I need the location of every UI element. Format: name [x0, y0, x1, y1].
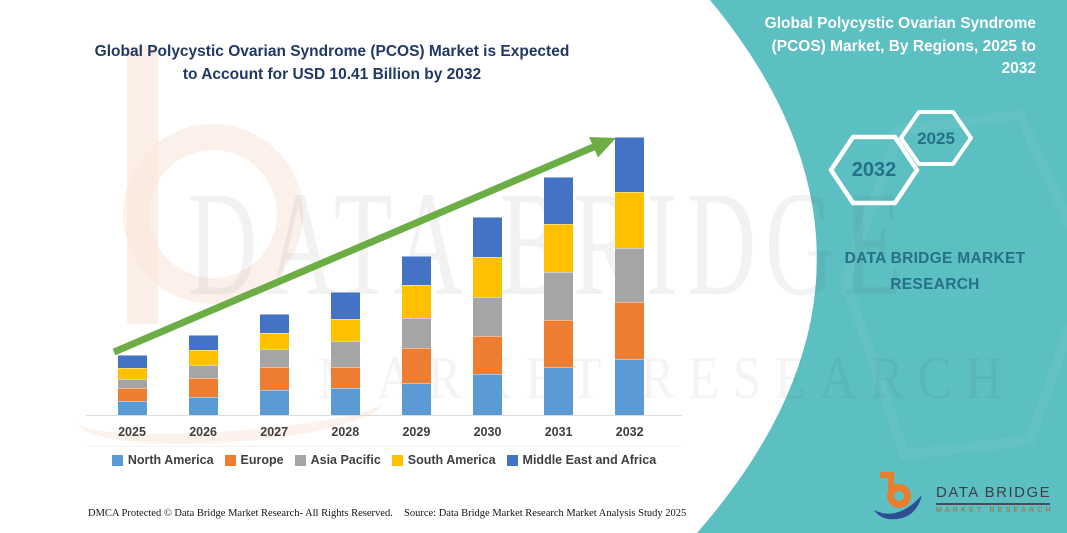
brand-wordmark-line1: DATA BRIDGE MARKET [844, 250, 1026, 267]
bar-segment-2025-north-america [117, 401, 147, 415]
bar-segment-2032-north-america [615, 358, 645, 415]
x-axis-label-2029: 2029 [402, 425, 431, 439]
logo-tagline: MARKET RESEARCH [936, 506, 1054, 514]
bar-segment-2031-asia-pacific [544, 271, 574, 320]
bar-segment-2027-asia-pacific [259, 349, 289, 367]
logo-text: DATA BRIDGE MARKET RESEARCH [936, 472, 1054, 514]
bar-segment-2028-north-america [330, 388, 360, 415]
chart-title-line1: Global Polycystic Ovarian Syndrome (PCOS… [94, 43, 570, 60]
company-logo: DATA BRIDGE MARKET RESEARCH [874, 464, 1054, 522]
legend-item-asia-pacific: Asia Pacific [294, 453, 381, 467]
legend-swatch-south-america [391, 454, 403, 466]
faint-hexagon-watermark [839, 109, 1067, 461]
bar-segment-2026-asia-pacific [188, 364, 218, 378]
right-panel-title: Global Polycystic Ovarian Syndrome (PCOS… [742, 13, 1036, 81]
brand-wordmark: DATA BRIDGE MARKET RESEARCH [828, 246, 1042, 298]
x-axis-label-2027: 2027 [260, 425, 289, 439]
legend-label-europe: Europe [240, 453, 284, 467]
bar-segment-2025-middle-east-and-africa [117, 354, 147, 368]
legend-label-south-america: South America [407, 453, 496, 467]
bar-segment-2031-europe [544, 319, 574, 367]
data-bridge-logo-icon [874, 472, 922, 520]
bar-segment-2028-europe [330, 366, 360, 389]
bar-segment-2028-south-america [330, 319, 360, 342]
bar-segment-2031-south-america [544, 224, 574, 272]
bar-segment-2032-middle-east-and-africa [615, 137, 645, 193]
bar-segment-2029-europe [401, 347, 431, 383]
legend-item-europe: Europe [224, 453, 284, 467]
bar-segment-2029-middle-east-and-africa [401, 256, 431, 285]
right-panel-title-line2: (PCOS) Market, By Regions, 2025 to [771, 37, 1036, 55]
x-axis-label-2032: 2032 [615, 425, 644, 439]
bar-segment-2031-middle-east-and-africa [544, 177, 574, 225]
right-panel-title-line3: 2032 [1001, 60, 1036, 77]
bar-segment-2029-north-america [401, 382, 431, 415]
source-notice: Source: Data Bridge Market Research Mark… [404, 508, 687, 519]
bar-segment-2027-middle-east-and-africa [259, 314, 289, 334]
bar-segment-2025-south-america [117, 367, 147, 379]
bar-segment-2030-middle-east-and-africa [473, 217, 502, 258]
right-panel-title-line1: Global Polycystic Ovarian Syndrome [764, 15, 1036, 32]
legend-item-middle-east-and-africa: Middle East and Africa [506, 453, 657, 467]
x-axis-label-2031: 2031 [544, 425, 573, 439]
bar-segment-2029-south-america [401, 284, 431, 319]
watermark-market-research: MARKET RESEARCH [318, 345, 1016, 411]
bar-segment-2029-asia-pacific [401, 318, 431, 348]
logo-name: DATA BRIDGE [936, 484, 1052, 502]
hexagon-2032 [828, 134, 920, 206]
bar-segment-2027-north-america [259, 389, 289, 415]
hexagon-2025-label: 2025 [917, 129, 955, 148]
logo-rule [936, 503, 1050, 505]
x-axis-secondary-line [86, 446, 682, 447]
brand-wordmark-line2: RESEARCH [890, 276, 980, 293]
chart-legend: North America Europe Asia Pacific South Ame… [86, 453, 682, 467]
legend-item-north-america: North America [111, 453, 214, 467]
hexagon-2025 [899, 110, 973, 166]
bar-segment-2027-europe [259, 366, 289, 390]
bar-segment-2025-europe [117, 388, 147, 402]
bar-segment-2030-europe [473, 336, 502, 375]
x-axis-line [86, 415, 682, 416]
bar-segment-2026-south-america [188, 350, 218, 365]
x-axis-label-2025: 2025 [118, 425, 146, 439]
bar-segment-2028-middle-east-and-africa [330, 292, 360, 320]
legend-swatch-europe [224, 454, 236, 466]
legend-item-south-america: South America [391, 453, 496, 467]
chart-title: Global Polycystic Ovarian Syndrome (PCOS… [82, 40, 582, 86]
x-axis-label-2030: 2030 [473, 425, 502, 439]
legend-label-middle-east-and-africa: Middle East and Africa [522, 453, 657, 467]
legend-swatch-asia-pacific [294, 454, 306, 466]
chart-title-line2: to Account for USD 10.41 Billion by 2032 [182, 66, 482, 83]
bar-segment-2027-south-america [259, 333, 289, 350]
bar-segment-2031-north-america [544, 366, 574, 415]
bar-segment-2032-europe [615, 302, 645, 359]
legend-swatch-north-america [111, 454, 123, 466]
bar-segment-2032-south-america [615, 192, 645, 248]
legend-label-north-america: North America [127, 453, 214, 467]
x-axis-label-2028: 2028 [331, 425, 360, 439]
legend-swatch-middle-east-and-africa [506, 454, 518, 466]
x-axis-label-2026: 2026 [189, 425, 217, 439]
bar-segment-2026-middle-east-and-africa [188, 335, 218, 351]
bar-segment-2025-asia-pacific [117, 378, 147, 389]
bar-segment-2030-south-america [473, 257, 502, 298]
year-hexagons [828, 110, 973, 206]
bar-segment-2032-asia-pacific [615, 247, 645, 303]
bar-segment-2030-asia-pacific [473, 297, 502, 337]
hexagon-2032-label: 2032 [851, 159, 897, 181]
legend-label-asia-pacific: Asia Pacific [310, 453, 381, 467]
bar-segment-2028-asia-pacific [330, 341, 360, 367]
bar-segment-2026-europe [188, 377, 218, 398]
bar-segment-2026-north-america [188, 397, 218, 415]
bar-segment-2030-north-america [473, 374, 502, 415]
dmca-notice: DMCA Protected © Data Bridge Market Rese… [88, 508, 393, 519]
